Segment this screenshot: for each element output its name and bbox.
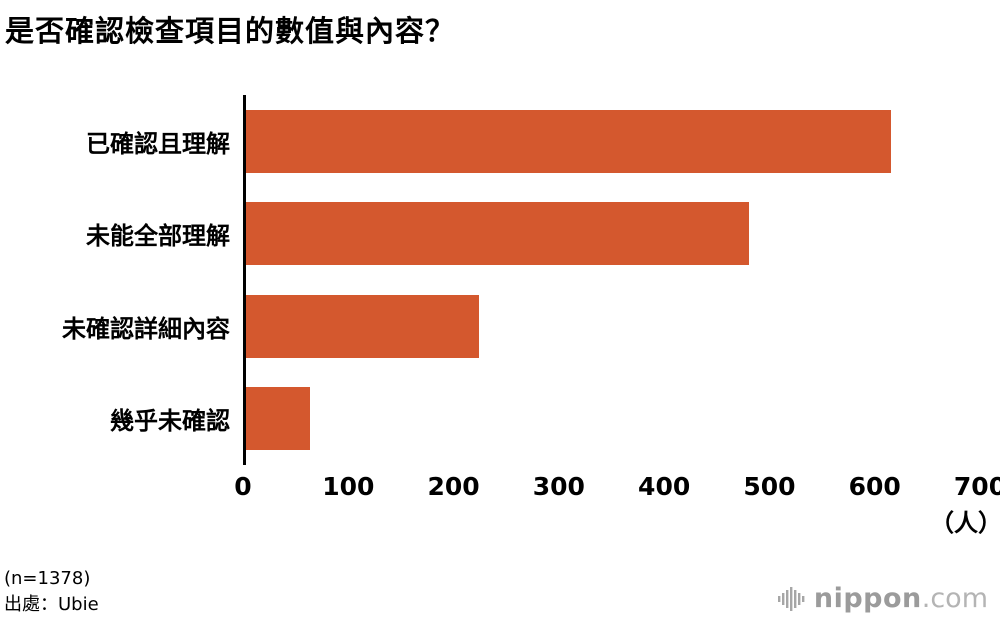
logo-text: nippon	[813, 583, 922, 614]
sample-size-note: (n=1378)	[4, 568, 91, 589]
x-tick-label-600: 600	[848, 472, 901, 501]
x-tick-label-500: 500	[743, 472, 796, 501]
source-note: 出處：Ubie	[4, 594, 99, 615]
x-axis: 0 100 200 300 400 500 600 700	[234, 472, 1000, 502]
logo-suffix: .com	[921, 583, 988, 614]
bar-row-0	[246, 95, 980, 188]
category-label-1: 未能全部理解	[86, 222, 230, 251]
bar-0	[246, 109, 891, 173]
bar-3	[246, 387, 310, 451]
chart-title: 是否確認檢查項目的數值與內容？	[5, 14, 456, 48]
x-tick-label-200: 200	[427, 472, 480, 501]
bar-row-3	[246, 373, 980, 466]
bar-1	[246, 202, 750, 266]
x-tick-label-400: 400	[638, 472, 691, 501]
x-tick-label-700: 700	[953, 472, 1000, 501]
x-tick-label-100: 100	[322, 472, 375, 501]
x-axis-unit-label: （人）	[930, 509, 1000, 537]
bar-row-1	[246, 188, 980, 281]
category-label-2: 未確認詳細內容	[62, 314, 230, 343]
category-label-0: 已確認且理解	[86, 129, 230, 158]
category-labels: 已確認且理解 未能全部理解未確認詳細內容幾乎未確認	[0, 95, 230, 465]
bars-container	[246, 95, 980, 465]
nippon-logo: nippon .com	[777, 583, 988, 614]
waveform-icon	[777, 584, 807, 614]
x-tick-label-300: 300	[532, 472, 585, 501]
bar-2	[246, 294, 479, 358]
footer-notes: (n=1378) 出處：Ubie	[4, 566, 99, 618]
category-label-3: 幾乎未確認	[110, 407, 230, 436]
x-tick-label-0: 0	[234, 472, 252, 501]
plot-area	[243, 95, 980, 465]
bar-row-2	[246, 280, 980, 373]
